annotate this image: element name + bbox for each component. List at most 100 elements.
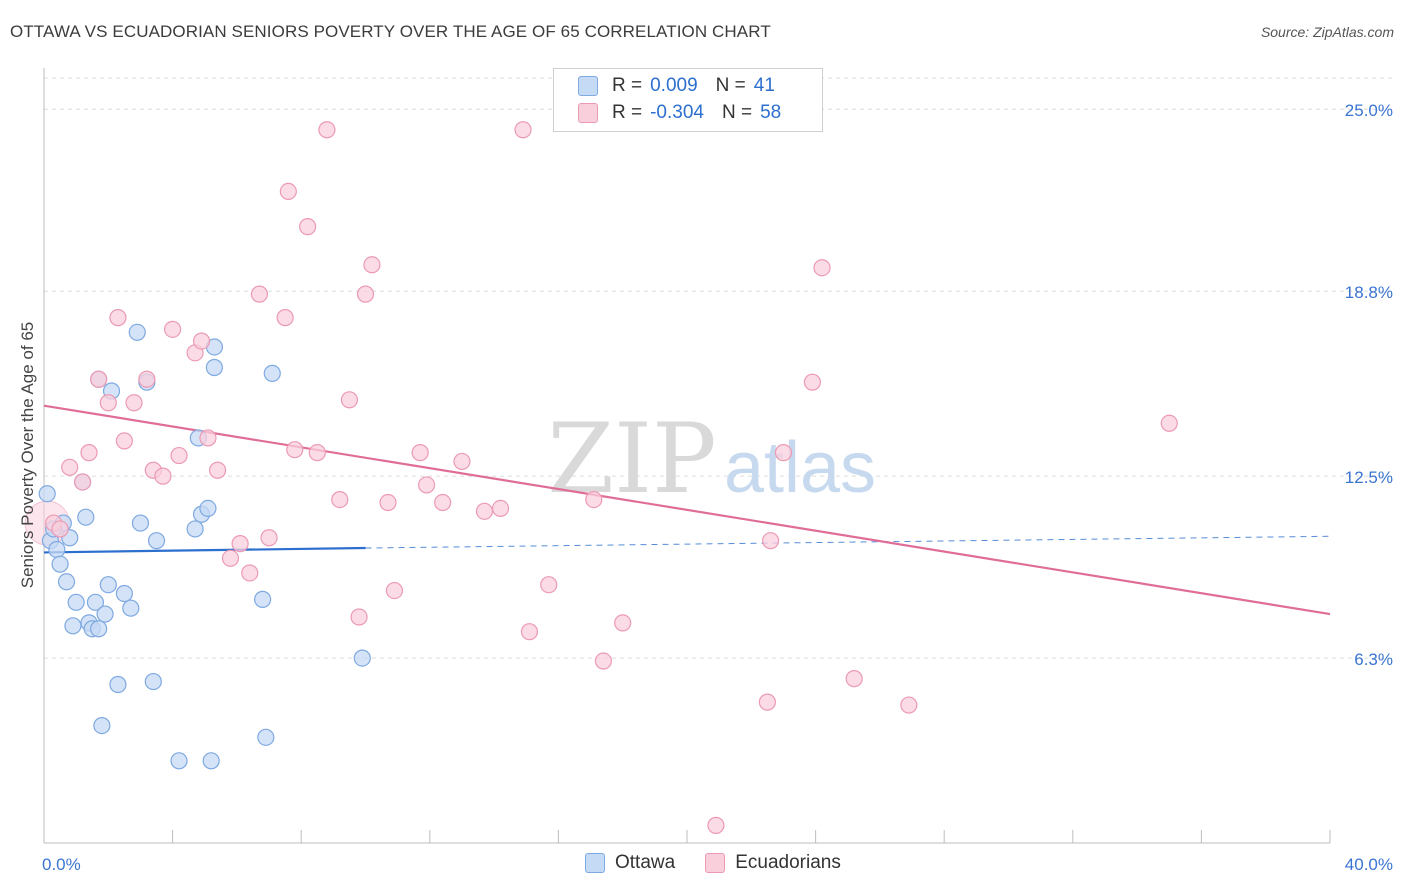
ecuadorian-point [758,693,776,711]
ottawa-trendline [43,546,366,554]
ottawa-point [353,649,371,667]
ecuadorian-point [241,564,259,582]
points-layer [24,121,1178,834]
ecuadorian-point [260,529,278,547]
ecuadorian-point [154,467,172,485]
ecuadorian-point [385,581,404,600]
ottawa-point [48,540,66,559]
ottawa-point [254,590,272,608]
ottawa-point [131,514,150,532]
ecuadorian-point [199,429,217,447]
ecuadorian-point [125,394,143,412]
ecuadorian-point [845,670,863,688]
ecuadorian-point [51,520,69,538]
ottawa-point [122,599,140,617]
ecuadorian-point [363,256,381,274]
ecuadorian-point [356,285,375,303]
ecuadorian-point [594,652,613,670]
ecuadorian-point [221,549,240,567]
ecuadorian-point [109,309,127,327]
legend-swatch-ecuadorians [705,853,726,873]
ecuadorian-point [164,320,182,338]
legend-n-value: 58 [760,102,782,123]
ottawa-point [144,672,162,691]
legend-swatch-ottawa [585,853,605,873]
ottawa-point [128,323,146,341]
ottawa-point [109,675,127,694]
legend-r-label: R = [612,102,643,123]
ecuadorian-point [90,370,108,388]
ottawa-point [186,520,204,538]
label-layer: 6.3% 12.5% 18.8% 25.0% 0.0% 40.0% Seniors Pove… [18,101,1393,874]
ecuadorian-point [80,444,98,462]
ecuadorian-point [379,493,397,512]
source-label: Source: ZipAtlas.com [1260,24,1394,40]
series-legend: Ottawa Ecuadorians [585,852,871,874]
ecuadorian-point [520,623,539,641]
ecuadorian-point [138,370,156,388]
legend-item-ottawa: Ottawa [585,852,675,874]
ecuadorian-point [286,441,304,459]
x-tick-label: 0.0% [42,855,81,874]
legend-r-label: R = [612,75,643,96]
ottawa-trendline-extension [365,535,1331,549]
ottawa-point [170,752,188,770]
legend-row-ecuadorians: R = -0.304 N = 58 [578,100,781,126]
legend-n-value: 41 [753,75,775,96]
ecuadorian-point [774,444,793,462]
legend-n-label: N = [721,102,753,123]
ecuadorian-point [434,493,452,512]
ottawa-point [38,485,56,503]
legend-r-value: 0.009 [650,75,698,96]
axis-layer [43,68,1331,844]
legend-n-label: N = [715,75,746,96]
ecuadorian-point [491,499,510,517]
watermark-zip: ZIP [547,403,716,515]
ecuadorian-point [350,608,368,626]
ecuadorian-point [318,121,336,139]
ottawa-point [67,593,85,611]
legend-swatch-ecuadorians [578,103,598,123]
y-tick-label: 25.0% [1345,101,1393,120]
legend-r-value: -0.304 [650,102,704,123]
ecuadorian-point [417,476,436,494]
ecuadorian-point [279,182,297,201]
y-tick-label: 6.3% [1354,650,1393,669]
watermark-atlas: atlas [724,428,876,508]
ecuadorian-point [331,490,349,509]
ecuadorian-point [61,458,79,476]
y-axis-title: Seniors Poverty Over the Age of 65 [18,322,37,588]
legend-item-ecuadorians: Ecuadorians [705,852,841,874]
ecuadorian-point [411,444,429,462]
ecuadorian-point [250,285,269,303]
ottawa-point [90,620,108,638]
ottawa-point [57,573,76,591]
legend-swatch-ottawa [578,76,598,96]
ottawa-point [51,555,69,573]
ottawa-point [115,584,133,603]
ecuadorian-point [340,391,359,409]
ecuadorian-point [761,532,780,550]
trend-layer [43,404,1331,616]
ottawa-point [93,716,111,735]
ottawa-point [96,605,114,623]
ecuadorian-point [299,218,317,236]
correlation-legend: R = 0.009 N = 41 R = -0.304 N = 58 [553,68,823,132]
ecuadorian-point [192,332,211,350]
chart-title: OTTAWA VS ECUADORIAN SENIORS POVERTY OVE… [10,22,771,41]
ecuadorian-point [707,816,725,834]
ecuadorian-point [73,473,92,491]
ecuadorian-point [1160,414,1178,432]
y-tick-label: 12.5% [1345,468,1393,487]
ottawa-point [199,499,217,517]
ottawa-point [147,532,166,550]
ecuadorian-point [170,446,188,465]
ecuadorian-point [453,452,471,471]
ecuadorian-point [99,394,117,412]
ecuadorian-point [276,309,294,327]
ecuadorian-point [813,259,831,277]
ecuadorian-point [900,696,918,714]
ottawa-point [257,728,275,746]
ecuadorian-point [514,121,532,139]
